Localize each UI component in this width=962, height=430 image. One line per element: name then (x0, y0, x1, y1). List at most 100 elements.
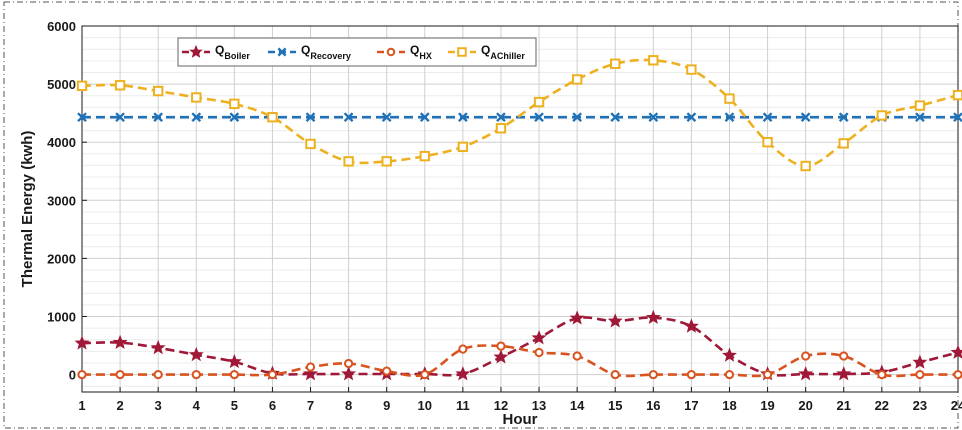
y-tick-label: 4000 (47, 135, 76, 150)
x-tick-label: 8 (345, 398, 352, 413)
data-point (493, 349, 509, 364)
series-recovery (77, 112, 962, 123)
x-tick-label: 6 (269, 398, 276, 413)
data-point (115, 112, 125, 123)
legend-subscript: Recovery (310, 51, 351, 61)
data-point (762, 369, 773, 380)
data-point (305, 362, 316, 372)
y-tick-label: 6000 (47, 19, 76, 34)
x-tick-label: 7 (307, 398, 314, 413)
x-tick-label: 11 (456, 398, 470, 413)
data-point (912, 354, 928, 369)
data-point (724, 369, 735, 380)
data-point (455, 366, 471, 381)
legend-subscript: HX (419, 51, 432, 61)
data-point (76, 80, 88, 92)
x-tick-label: 1 (78, 398, 85, 413)
data-point (836, 366, 852, 381)
data-point (191, 112, 202, 123)
data-point (226, 353, 242, 369)
x-tick-label: 2 (116, 398, 123, 413)
data-point (495, 123, 507, 134)
data-point (420, 369, 430, 380)
data-point (762, 112, 773, 123)
x-tick-label: 19 (760, 398, 774, 413)
plot-box (81, 25, 959, 393)
data-point (344, 358, 354, 369)
data-point (419, 112, 430, 123)
x-tick-label: 10 (418, 398, 432, 413)
data-point (77, 112, 87, 123)
data-point (533, 96, 545, 108)
data-point (191, 369, 201, 380)
x-tick-label: 3 (155, 398, 162, 413)
x-tick-label: 23 (913, 398, 927, 413)
y-axis: 0 1000 2000 3000 4000 5000 6000 (47, 19, 87, 383)
data-point (114, 80, 126, 91)
data-point (152, 85, 164, 97)
x-tick-label: 14 (570, 398, 585, 413)
data-point (648, 112, 659, 123)
data-point (610, 112, 621, 123)
data-point (724, 93, 735, 104)
data-point (153, 369, 163, 380)
legend-box (177, 37, 537, 67)
data-point (724, 112, 735, 123)
data-point (572, 351, 582, 361)
data-point (229, 112, 240, 123)
data-point (74, 335, 90, 350)
data-point (950, 344, 962, 359)
data-point (381, 156, 392, 167)
x-tick-label: 4 (193, 398, 201, 413)
data-point (531, 330, 547, 345)
x-tick-label: 13 (532, 398, 546, 413)
series-layer (74, 55, 962, 381)
data-point (876, 110, 888, 121)
data-point (800, 112, 811, 123)
x-tick-label: 9 (383, 398, 390, 413)
data-point (267, 112, 278, 123)
y-axis-label: Thermal Energy (kwh) (19, 131, 36, 288)
data-point (798, 366, 814, 381)
x-tick-label: 24 (951, 398, 962, 413)
x-tick-label: 12 (494, 398, 508, 413)
data-point (189, 44, 203, 58)
x-tick-label: 18 (722, 398, 736, 413)
data-point (267, 369, 278, 380)
data-point (648, 369, 658, 380)
data-point (77, 369, 87, 380)
data-point (645, 309, 661, 325)
data-point (229, 98, 240, 110)
legend-subscript: Boiler (224, 51, 250, 61)
data-point (838, 138, 849, 149)
data-point (952, 89, 962, 101)
y-tick-label: 5000 (47, 77, 76, 92)
data-point (877, 369, 887, 380)
data-point (572, 112, 582, 123)
data-point (305, 138, 316, 150)
x-axis: 1 2 3 4 5 6 7 8 9 10 11 12 13 14 15 16 17 18 19 20 21 22 23 24 (78, 387, 962, 413)
data-point (683, 318, 699, 333)
data-point (457, 141, 469, 153)
x-tick-label: 5 (231, 398, 238, 413)
data-point (229, 369, 239, 380)
data-point (191, 92, 202, 103)
data-point (721, 347, 737, 362)
x-tick-label: 16 (646, 398, 660, 413)
y-tick-label: 0 (69, 368, 76, 383)
x-tick-label: 17 (684, 398, 698, 413)
data-point (382, 366, 392, 376)
data-point (953, 112, 962, 123)
data-point (496, 112, 506, 123)
data-point (610, 369, 620, 380)
data-point (115, 369, 125, 380)
data-point (915, 112, 925, 123)
data-point (381, 112, 392, 123)
data-point (838, 112, 849, 123)
data-point (915, 369, 925, 380)
data-point (686, 64, 697, 75)
y-tick-label: 3000 (47, 193, 76, 208)
y-tick-label: 2000 (47, 251, 76, 266)
data-point (386, 47, 396, 57)
